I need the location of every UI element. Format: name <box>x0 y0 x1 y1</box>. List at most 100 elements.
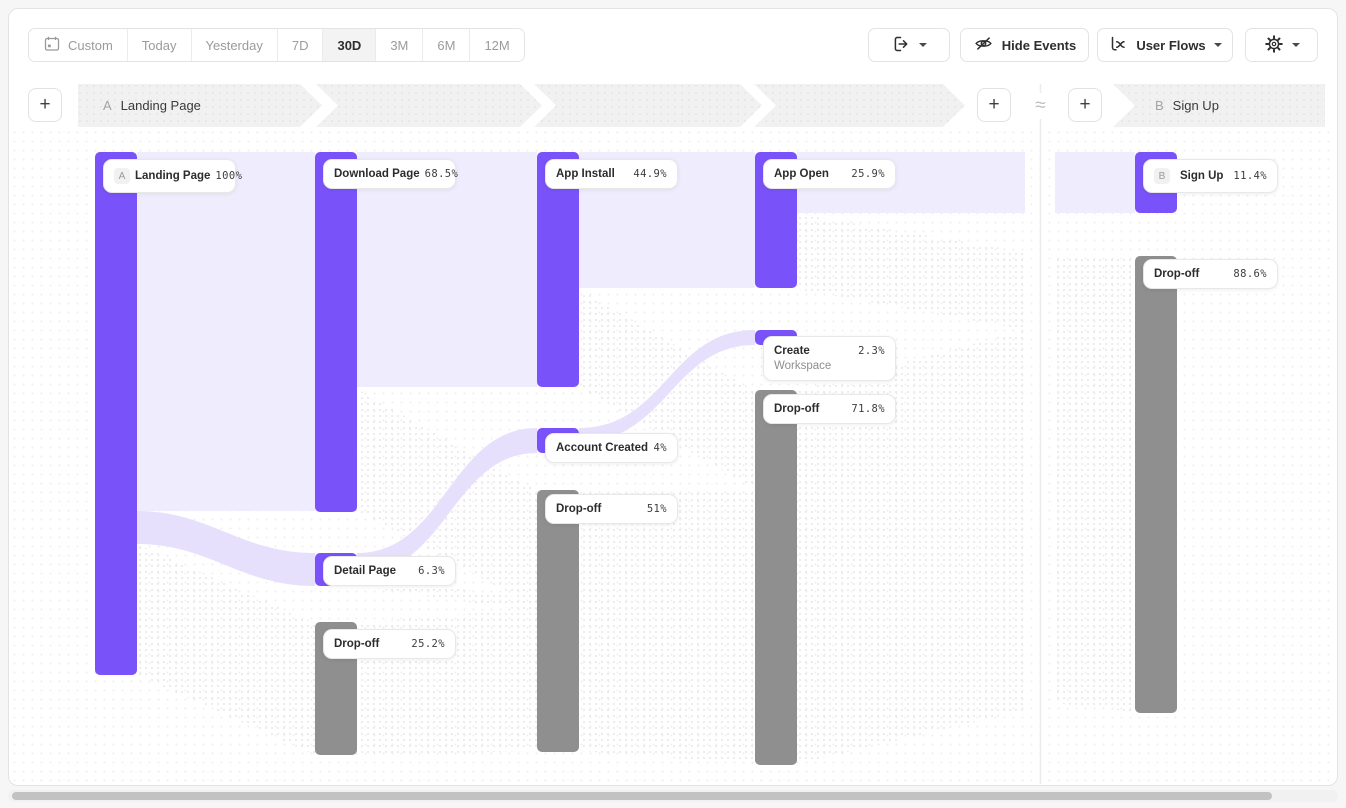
node-name: App Install <box>556 168 615 180</box>
date-range-label: 3M <box>390 37 409 53</box>
date-range-6m[interactable]: 6M <box>422 29 470 61</box>
node-value: 25.2% <box>411 638 445 650</box>
node-name-line2: Workspace <box>774 360 832 372</box>
date-range-7d[interactable]: 7D <box>276 29 323 61</box>
date-range-label: 30D <box>337 37 362 53</box>
gear-icon <box>1264 34 1284 57</box>
user-flows-label: User Flows <box>1136 37 1206 53</box>
step-a-letter: A <box>103 98 112 113</box>
plus-icon: + <box>1079 93 1091 115</box>
date-range-label: Today <box>141 37 177 53</box>
node-bar-drop-off-5[interactable] <box>1135 256 1177 713</box>
calendar-icon <box>43 35 61 56</box>
node-bar-download-page[interactable] <box>315 152 357 512</box>
funnel-a-step-band: A Landing Page <box>78 84 965 127</box>
flows-chart-icon <box>1108 34 1128 57</box>
step-segment-1-texture <box>78 84 322 127</box>
node-label-landing-page[interactable]: A Landing Page 100% <box>103 159 242 193</box>
node-label-row: Create 2.3% <box>774 345 885 357</box>
date-range-label: 12M <box>484 37 510 53</box>
step-b-label: Sign Up <box>1172 98 1219 113</box>
node-name: Account Created <box>556 442 649 454</box>
node-name: Download Page <box>334 168 420 180</box>
add-step-button-right[interactable]: + <box>1068 88 1102 122</box>
step-segment-4-texture <box>754 84 965 127</box>
node-name: Create <box>774 345 810 357</box>
caret-down-icon <box>1213 43 1222 47</box>
node-bar-drop-off-4[interactable] <box>755 390 797 765</box>
date-range-label: 6M <box>437 37 456 53</box>
node-name: App Open <box>774 168 829 180</box>
node-value: 88.6% <box>1233 268 1267 280</box>
funnel-b-step-band: B Sign Up <box>1113 84 1325 127</box>
plus-icon: + <box>39 93 51 115</box>
node-label-sign-up[interactable]: B Sign Up 11.4% <box>1143 159 1278 193</box>
node-badge: A <box>114 168 130 184</box>
date-range-selector: Custom Today Yesterday 7D 30D 3M 6M 12M <box>28 28 525 62</box>
node-value: 44.9% <box>633 168 667 180</box>
node-value: 4% <box>653 442 667 454</box>
node-name: Drop-off <box>334 638 380 650</box>
date-range-3m[interactable]: 3M <box>375 29 423 61</box>
step-a-label: Landing Page <box>120 98 201 113</box>
node-bar-landing-page[interactable] <box>95 152 137 675</box>
plus-icon: + <box>988 93 1000 115</box>
step-band-chevrons <box>78 84 965 127</box>
date-range-label: Yesterday <box>205 37 263 53</box>
node-label-download-page[interactable]: Download Page 68.5% <box>323 159 459 189</box>
step-segment-b-texture <box>1113 84 1325 127</box>
node-label-drop-off-4[interactable]: Drop-off 71.8% <box>763 394 896 424</box>
date-range-label: 7D <box>291 37 309 53</box>
node-name: Detail Page <box>334 565 396 577</box>
export-button[interactable] <box>868 28 950 62</box>
flow-break-indicator: ≈ <box>1027 93 1054 119</box>
node-name: Landing Page <box>135 170 211 182</box>
hide-events-button[interactable]: Hide Events <box>960 28 1089 62</box>
node-label-create-workspace[interactable]: Create 2.3% Workspace <box>763 336 896 381</box>
step-b-header: B Sign Up <box>1155 84 1219 127</box>
node-label-app-open[interactable]: App Open 25.9% <box>763 159 896 189</box>
hide-events-label: Hide Events <box>1001 37 1077 53</box>
date-range-yesterday[interactable]: Yesterday <box>190 29 277 61</box>
date-range-custom[interactable]: Custom <box>29 29 127 61</box>
date-range-30d[interactable]: 30D <box>322 29 376 61</box>
add-step-button-left[interactable]: + <box>28 88 62 122</box>
approx-icon: ≈ <box>1035 95 1046 116</box>
date-range-12m[interactable]: 12M <box>469 29 524 61</box>
node-value: 71.8% <box>851 403 885 415</box>
step-segment-3-texture <box>534 84 762 127</box>
node-label-app-install[interactable]: App Install 44.9% <box>545 159 678 189</box>
node-label-drop-off-3[interactable]: Drop-off 51% <box>545 494 678 524</box>
node-label-detail-page[interactable]: Detail Page 6.3% <box>323 556 456 586</box>
node-badge: B <box>1154 168 1170 184</box>
date-range-today[interactable]: Today <box>126 29 191 61</box>
node-bar-drop-off-3[interactable] <box>537 490 579 752</box>
node-value: 100% <box>215 170 243 182</box>
node-bar-app-install[interactable] <box>537 152 579 387</box>
node-value: 2.3% <box>858 345 885 357</box>
node-value: 68.5% <box>424 168 459 180</box>
node-name: Drop-off <box>556 503 602 515</box>
node-name: Drop-off <box>774 403 820 415</box>
step-band-chevrons <box>1113 84 1325 127</box>
settings-button[interactable] <box>1245 28 1318 62</box>
step-segment-2-texture <box>316 84 542 127</box>
node-label-account-created[interactable]: Account Created 4% <box>545 433 678 463</box>
caret-down-icon <box>1291 43 1300 47</box>
export-icon <box>891 34 911 57</box>
node-label-drop-off-5[interactable]: Drop-off 88.6% <box>1143 259 1278 289</box>
node-value: 25.9% <box>851 168 885 180</box>
node-name: Drop-off <box>1154 268 1200 280</box>
add-step-button-middle[interactable]: + <box>977 88 1011 122</box>
user-flows-view-button[interactable]: User Flows <box>1097 28 1233 62</box>
node-name: Sign Up <box>1179 170 1224 182</box>
step-b-letter: B <box>1155 98 1164 113</box>
step-a-header: A Landing Page <box>103 84 201 127</box>
horizontal-scrollbar-thumb[interactable] <box>12 792 1272 800</box>
caret-down-icon <box>919 43 927 47</box>
node-value: 11.4% <box>1233 170 1267 182</box>
node-label-drop-off-2[interactable]: Drop-off 25.2% <box>323 629 456 659</box>
eye-off-icon <box>973 33 994 57</box>
date-range-label: Custom <box>68 37 113 53</box>
